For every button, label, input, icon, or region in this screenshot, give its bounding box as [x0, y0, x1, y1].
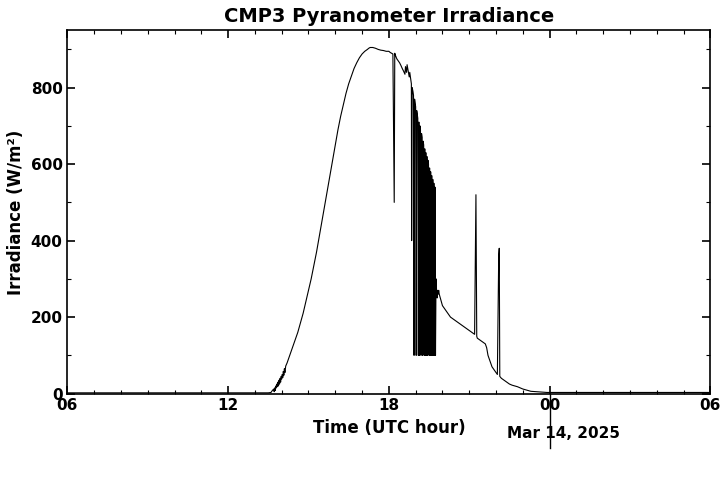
- X-axis label: Time (UTC hour): Time (UTC hour): [312, 419, 465, 437]
- Y-axis label: Irradiance (W/m²): Irradiance (W/m²): [7, 129, 25, 295]
- Text: Mar 14, 2025: Mar 14, 2025: [507, 426, 620, 441]
- Title: CMP3 Pyranometer Irradiance: CMP3 Pyranometer Irradiance: [223, 7, 554, 26]
